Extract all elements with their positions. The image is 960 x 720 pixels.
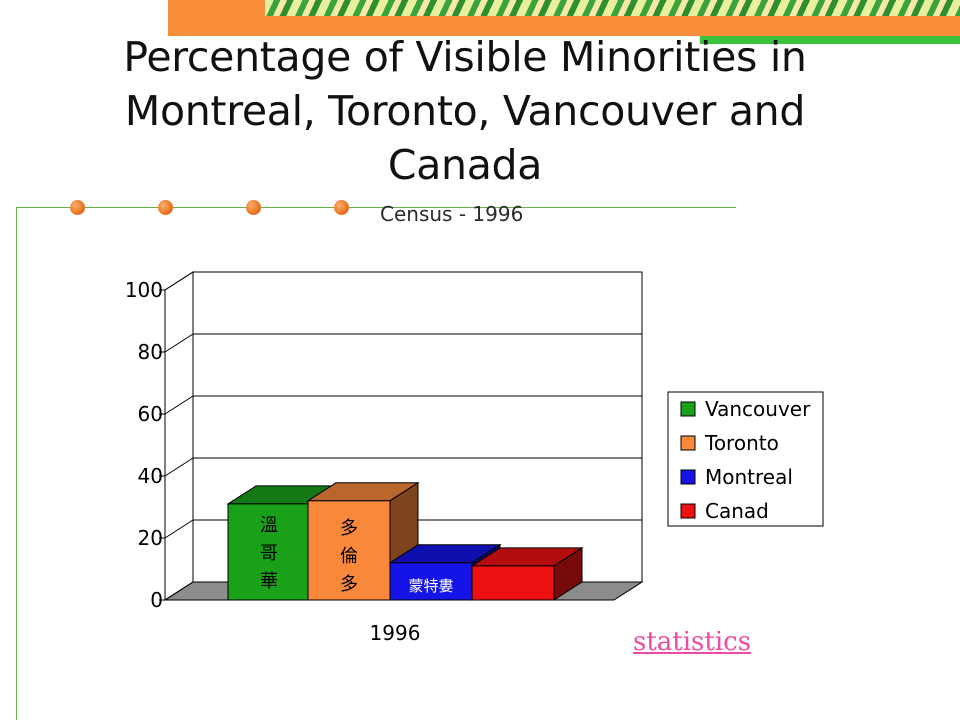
legend-swatch	[680, 401, 696, 417]
y-tick-label: 100	[125, 278, 163, 302]
y-tick-label: 0	[150, 588, 163, 612]
bar-data-label: 蒙特婁	[408, 577, 453, 595]
bar	[389, 562, 473, 601]
x-category-label: 1996	[370, 621, 421, 645]
gridline-side	[164, 457, 194, 477]
y-tick-label: 40	[138, 464, 163, 488]
header-pattern-strip	[265, 0, 960, 16]
gridline-side	[164, 519, 194, 539]
chart-side-wall	[164, 271, 194, 601]
legend-swatch	[680, 503, 696, 519]
gridline-side	[164, 333, 194, 353]
bar-data-label: 多倫多	[340, 518, 358, 595]
legend-label: Montreal	[705, 465, 793, 489]
statistics-link[interactable]: statistics	[633, 627, 752, 657]
y-tick-label: 20	[138, 526, 163, 550]
bar	[227, 503, 311, 601]
gridline-side	[164, 271, 194, 291]
legend-label: Toronto	[704, 431, 779, 455]
bullet-dot-icon	[246, 200, 261, 215]
legend-swatch	[680, 469, 696, 485]
bullet-dot-icon	[334, 200, 349, 215]
bar-data-label: 溫哥華	[260, 515, 278, 592]
gridline-side	[164, 395, 194, 415]
slide-title: Percentage of Visible Minorities in Mont…	[123, 33, 807, 189]
bullet-dot-icon	[70, 200, 85, 215]
legend-swatch	[680, 435, 696, 451]
bullet-dot-icon	[158, 200, 173, 215]
header-green-strip	[700, 36, 960, 44]
gridline-side	[164, 581, 194, 601]
y-tick-label: 60	[138, 402, 163, 426]
legend-label: Canad	[705, 499, 769, 523]
bar	[307, 500, 391, 601]
y-tick-label: 80	[138, 340, 163, 364]
slide-subtitle: Census - 1996	[380, 202, 524, 226]
horizontal-rule	[16, 207, 736, 208]
vertical-rule	[16, 207, 17, 720]
bar	[471, 565, 555, 601]
legend-label: Vancouver	[705, 397, 811, 421]
